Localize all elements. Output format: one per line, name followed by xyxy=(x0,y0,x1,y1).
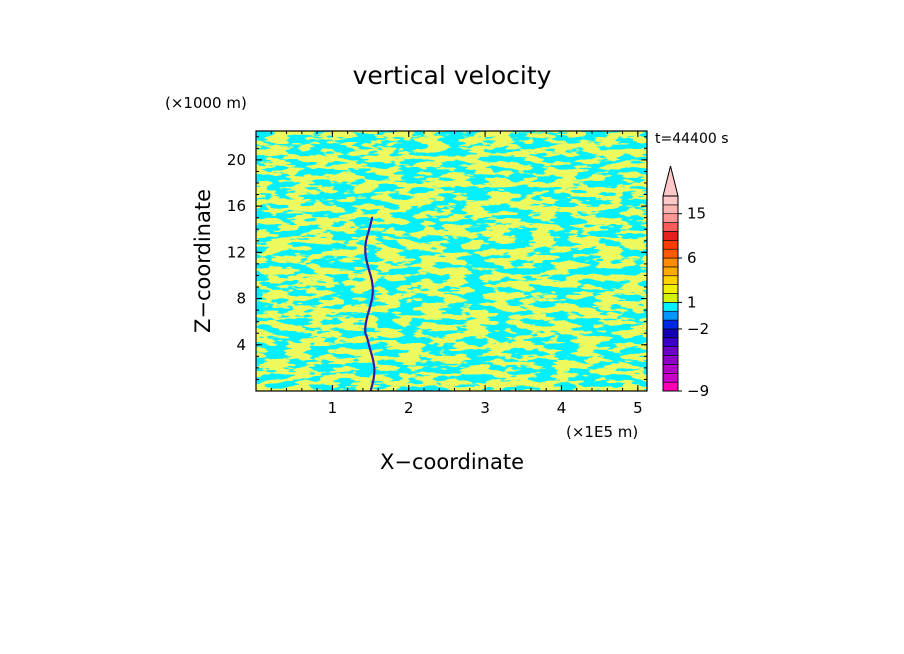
colorbar-label: −9 xyxy=(687,382,709,400)
x-tick-label: 4 xyxy=(557,399,567,417)
colorbar-segment xyxy=(662,266,679,277)
colorbar-frame xyxy=(662,195,679,392)
plot-frame xyxy=(255,130,648,392)
colorbar-segment xyxy=(662,248,679,259)
plot-area xyxy=(256,131,647,391)
colorbar-segment xyxy=(662,195,679,206)
colorbar-segment xyxy=(662,204,679,215)
colorbar-label: 1 xyxy=(687,293,697,311)
colorbar-segment xyxy=(662,222,679,232)
colorbar-segment xyxy=(662,310,679,321)
colorbar-segment xyxy=(662,231,679,241)
colorbar-segment xyxy=(662,240,679,250)
x-tick-label: 3 xyxy=(480,399,490,417)
field-contours xyxy=(256,131,647,391)
downdraft-core xyxy=(364,216,376,391)
colorbar-segment xyxy=(662,364,679,374)
colorbar-label: 6 xyxy=(687,249,697,267)
colorbar-segment xyxy=(662,213,679,223)
x-tick-label: 1 xyxy=(328,399,338,417)
y-tick-label: 4 xyxy=(236,336,246,354)
colorbar-extend-arrow xyxy=(662,165,679,197)
chart-title: vertical velocity xyxy=(353,61,552,90)
colorbar-label: 15 xyxy=(687,205,706,223)
colorbar-segment xyxy=(662,284,679,294)
y-tick-label: 16 xyxy=(227,197,246,215)
x-axis-unit: (×1E5 m) xyxy=(566,423,638,441)
y-axis-title: Z−coordinate xyxy=(191,189,215,333)
colorbar-segment xyxy=(662,346,679,356)
colorbar-segment xyxy=(662,302,679,312)
y-tick-label: 20 xyxy=(227,151,246,169)
x-tick-label: 2 xyxy=(404,399,414,417)
colorbar-segment xyxy=(662,275,679,285)
y-tick-label: 8 xyxy=(236,290,246,308)
y-tick-label: 12 xyxy=(227,243,246,261)
colorbar-segment xyxy=(662,257,679,268)
colorbar-segment xyxy=(662,328,679,339)
time-label: t=44400 s xyxy=(655,131,729,147)
x-tick-label: 5 xyxy=(633,399,643,417)
colorbar-segment xyxy=(662,381,679,392)
colorbar-segment xyxy=(662,355,679,365)
colorbar-segment xyxy=(662,372,679,383)
colorbar-segment xyxy=(662,293,679,303)
colorbar-segment xyxy=(662,319,679,330)
x-axis-ticks: 1 2 3 4 5 xyxy=(270,131,643,417)
x-axis-title: X−coordinate xyxy=(380,450,524,474)
downdraft-core-layer xyxy=(364,216,376,391)
colorbar-segment xyxy=(662,337,679,347)
colorbar-label: −2 xyxy=(687,320,709,338)
y-axis-unit: (×1000 m) xyxy=(165,94,247,112)
y-axis-ticks: 4 8 12 16 20 xyxy=(227,136,647,380)
colorbar: 15 6 1 −2 −9 xyxy=(662,165,709,400)
